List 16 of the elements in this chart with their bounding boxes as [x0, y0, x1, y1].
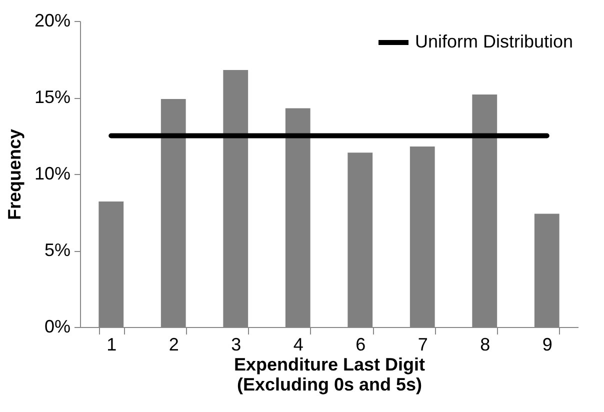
x-tick-label: 1 [106, 334, 117, 354]
y-tick-label: 20% [34, 10, 70, 30]
y-tick-label: 15% [34, 87, 70, 107]
x-axis-title: Expenditure Last Digit (Excluding 0s and 5s) [234, 354, 426, 394]
x-tick-label: 6 [356, 334, 366, 354]
x-tick-label: 8 [480, 334, 490, 354]
x-tick-label: 4 [293, 334, 304, 354]
x-tick-label: 9 [542, 334, 552, 354]
x-tick-label: 7 [418, 334, 428, 354]
legend-label: Uniform Distribution [415, 32, 574, 52]
y-axis-title: Frequency [4, 128, 24, 220]
x-tick-label: 2 [168, 334, 179, 354]
x-tick-label: 3 [231, 334, 242, 354]
y-tick-label: 0% [44, 316, 70, 336]
y-tick-label: 5% [44, 240, 70, 260]
y-tick-label: 10% [34, 164, 70, 184]
